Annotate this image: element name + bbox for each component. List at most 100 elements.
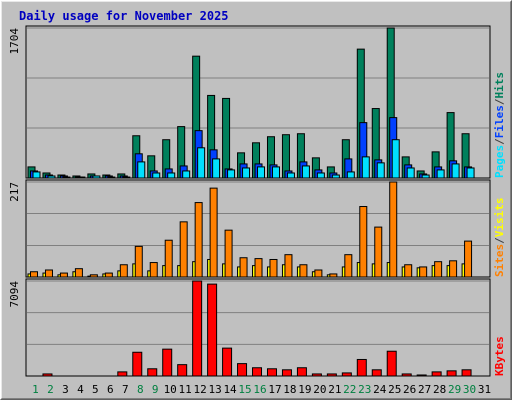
bar: [361, 156, 370, 179]
bar: [30, 271, 38, 278]
legend: Sites/Visits: [493, 198, 506, 278]
y-tick-label: 7094: [8, 281, 21, 308]
legend-entry: KBytes: [493, 336, 506, 376]
x-tick-label: 10: [164, 383, 177, 396]
bar: [152, 172, 161, 179]
bar: [326, 373, 337, 377]
bar: [401, 373, 412, 377]
bar: [331, 174, 340, 179]
bar: [416, 374, 427, 377]
bar: [224, 229, 233, 278]
bar: [212, 158, 221, 179]
bar: [134, 245, 143, 278]
legend-entry: Visits: [493, 198, 506, 238]
bar: [266, 368, 277, 377]
bar: [77, 176, 86, 179]
bar: [237, 363, 248, 377]
x-tick-label: 15: [238, 383, 251, 396]
x-tick-label: 30: [463, 383, 476, 396]
bar: [227, 169, 236, 179]
bar: [194, 202, 203, 278]
plot-area: [25, 278, 491, 377]
bar: [451, 163, 460, 179]
x-tick-label: 20: [313, 383, 326, 396]
x-tick-label: 9: [152, 383, 159, 396]
x-tick-label: 5: [92, 383, 99, 396]
x-tick-label: 16: [253, 383, 266, 396]
bar: [376, 162, 385, 179]
bar: [419, 266, 428, 278]
bar: [92, 175, 101, 179]
bar: [434, 261, 443, 278]
bar: [107, 176, 116, 179]
bar: [192, 280, 203, 377]
bar: [466, 167, 475, 179]
x-tick-label: 12: [194, 383, 207, 396]
bar: [167, 172, 176, 179]
x-tick-label: 6: [107, 383, 114, 396]
bar: [137, 161, 146, 179]
x-tick-label: 8: [137, 383, 144, 396]
bar: [119, 264, 128, 278]
bar: [62, 176, 71, 179]
x-tick-label: 11: [179, 383, 192, 396]
bar: [117, 371, 128, 377]
x-tick-label: 2: [47, 383, 54, 396]
bar: [299, 264, 308, 278]
legend-separator: /: [493, 237, 506, 244]
bar: [257, 166, 266, 179]
legend-entry: Pages: [493, 145, 506, 178]
chart-title: Daily usage for November 2025: [19, 9, 229, 23]
x-tick-label: 19: [298, 383, 311, 396]
x-tick-label: 14: [223, 383, 237, 396]
legend-entry: Hits: [493, 72, 506, 99]
bar: [436, 169, 445, 179]
bar: [182, 170, 191, 179]
x-tick-label: 28: [433, 383, 446, 396]
bar: [341, 372, 352, 377]
x-tick-label: 17: [268, 383, 281, 396]
bar: [311, 373, 322, 377]
legend-separator: /: [493, 98, 506, 105]
legend: Pages/Files/Hits: [493, 72, 506, 178]
x-tick-label: 1: [32, 383, 39, 396]
x-tick-label: 23: [358, 383, 371, 396]
bar: [222, 97, 231, 179]
bar: [371, 369, 382, 377]
bar: [301, 165, 310, 179]
bar: [104, 272, 113, 278]
bar: [147, 368, 158, 377]
y-tick-label: 1704: [8, 28, 21, 55]
bar: [47, 175, 56, 179]
bar: [464, 240, 473, 278]
y-tick-label: 217: [8, 182, 21, 202]
bar: [391, 139, 400, 179]
bar: [359, 206, 368, 278]
x-tick-label: 29: [448, 383, 461, 396]
bar: [162, 348, 173, 377]
bar: [344, 254, 353, 278]
bar: [149, 262, 158, 278]
x-tick-label: 4: [77, 383, 84, 396]
bar: [449, 260, 458, 278]
bar: [254, 258, 263, 278]
x-tick-label: 25: [388, 383, 401, 396]
x-tick-label: 7: [122, 383, 129, 396]
bar: [242, 167, 251, 179]
bar: [44, 269, 53, 278]
legend: KBytes: [493, 336, 506, 376]
bar: [446, 370, 457, 377]
bar: [271, 166, 280, 179]
x-tick-label: 18: [283, 383, 296, 396]
bar: [239, 257, 248, 278]
x-tick-label: 26: [403, 383, 416, 396]
x-tick-label: 27: [418, 383, 431, 396]
bar: [164, 239, 173, 278]
x-tick-label: 24: [373, 383, 387, 396]
bar: [74, 268, 83, 278]
bar: [296, 367, 307, 377]
bar: [222, 347, 233, 377]
bar: [314, 269, 323, 278]
